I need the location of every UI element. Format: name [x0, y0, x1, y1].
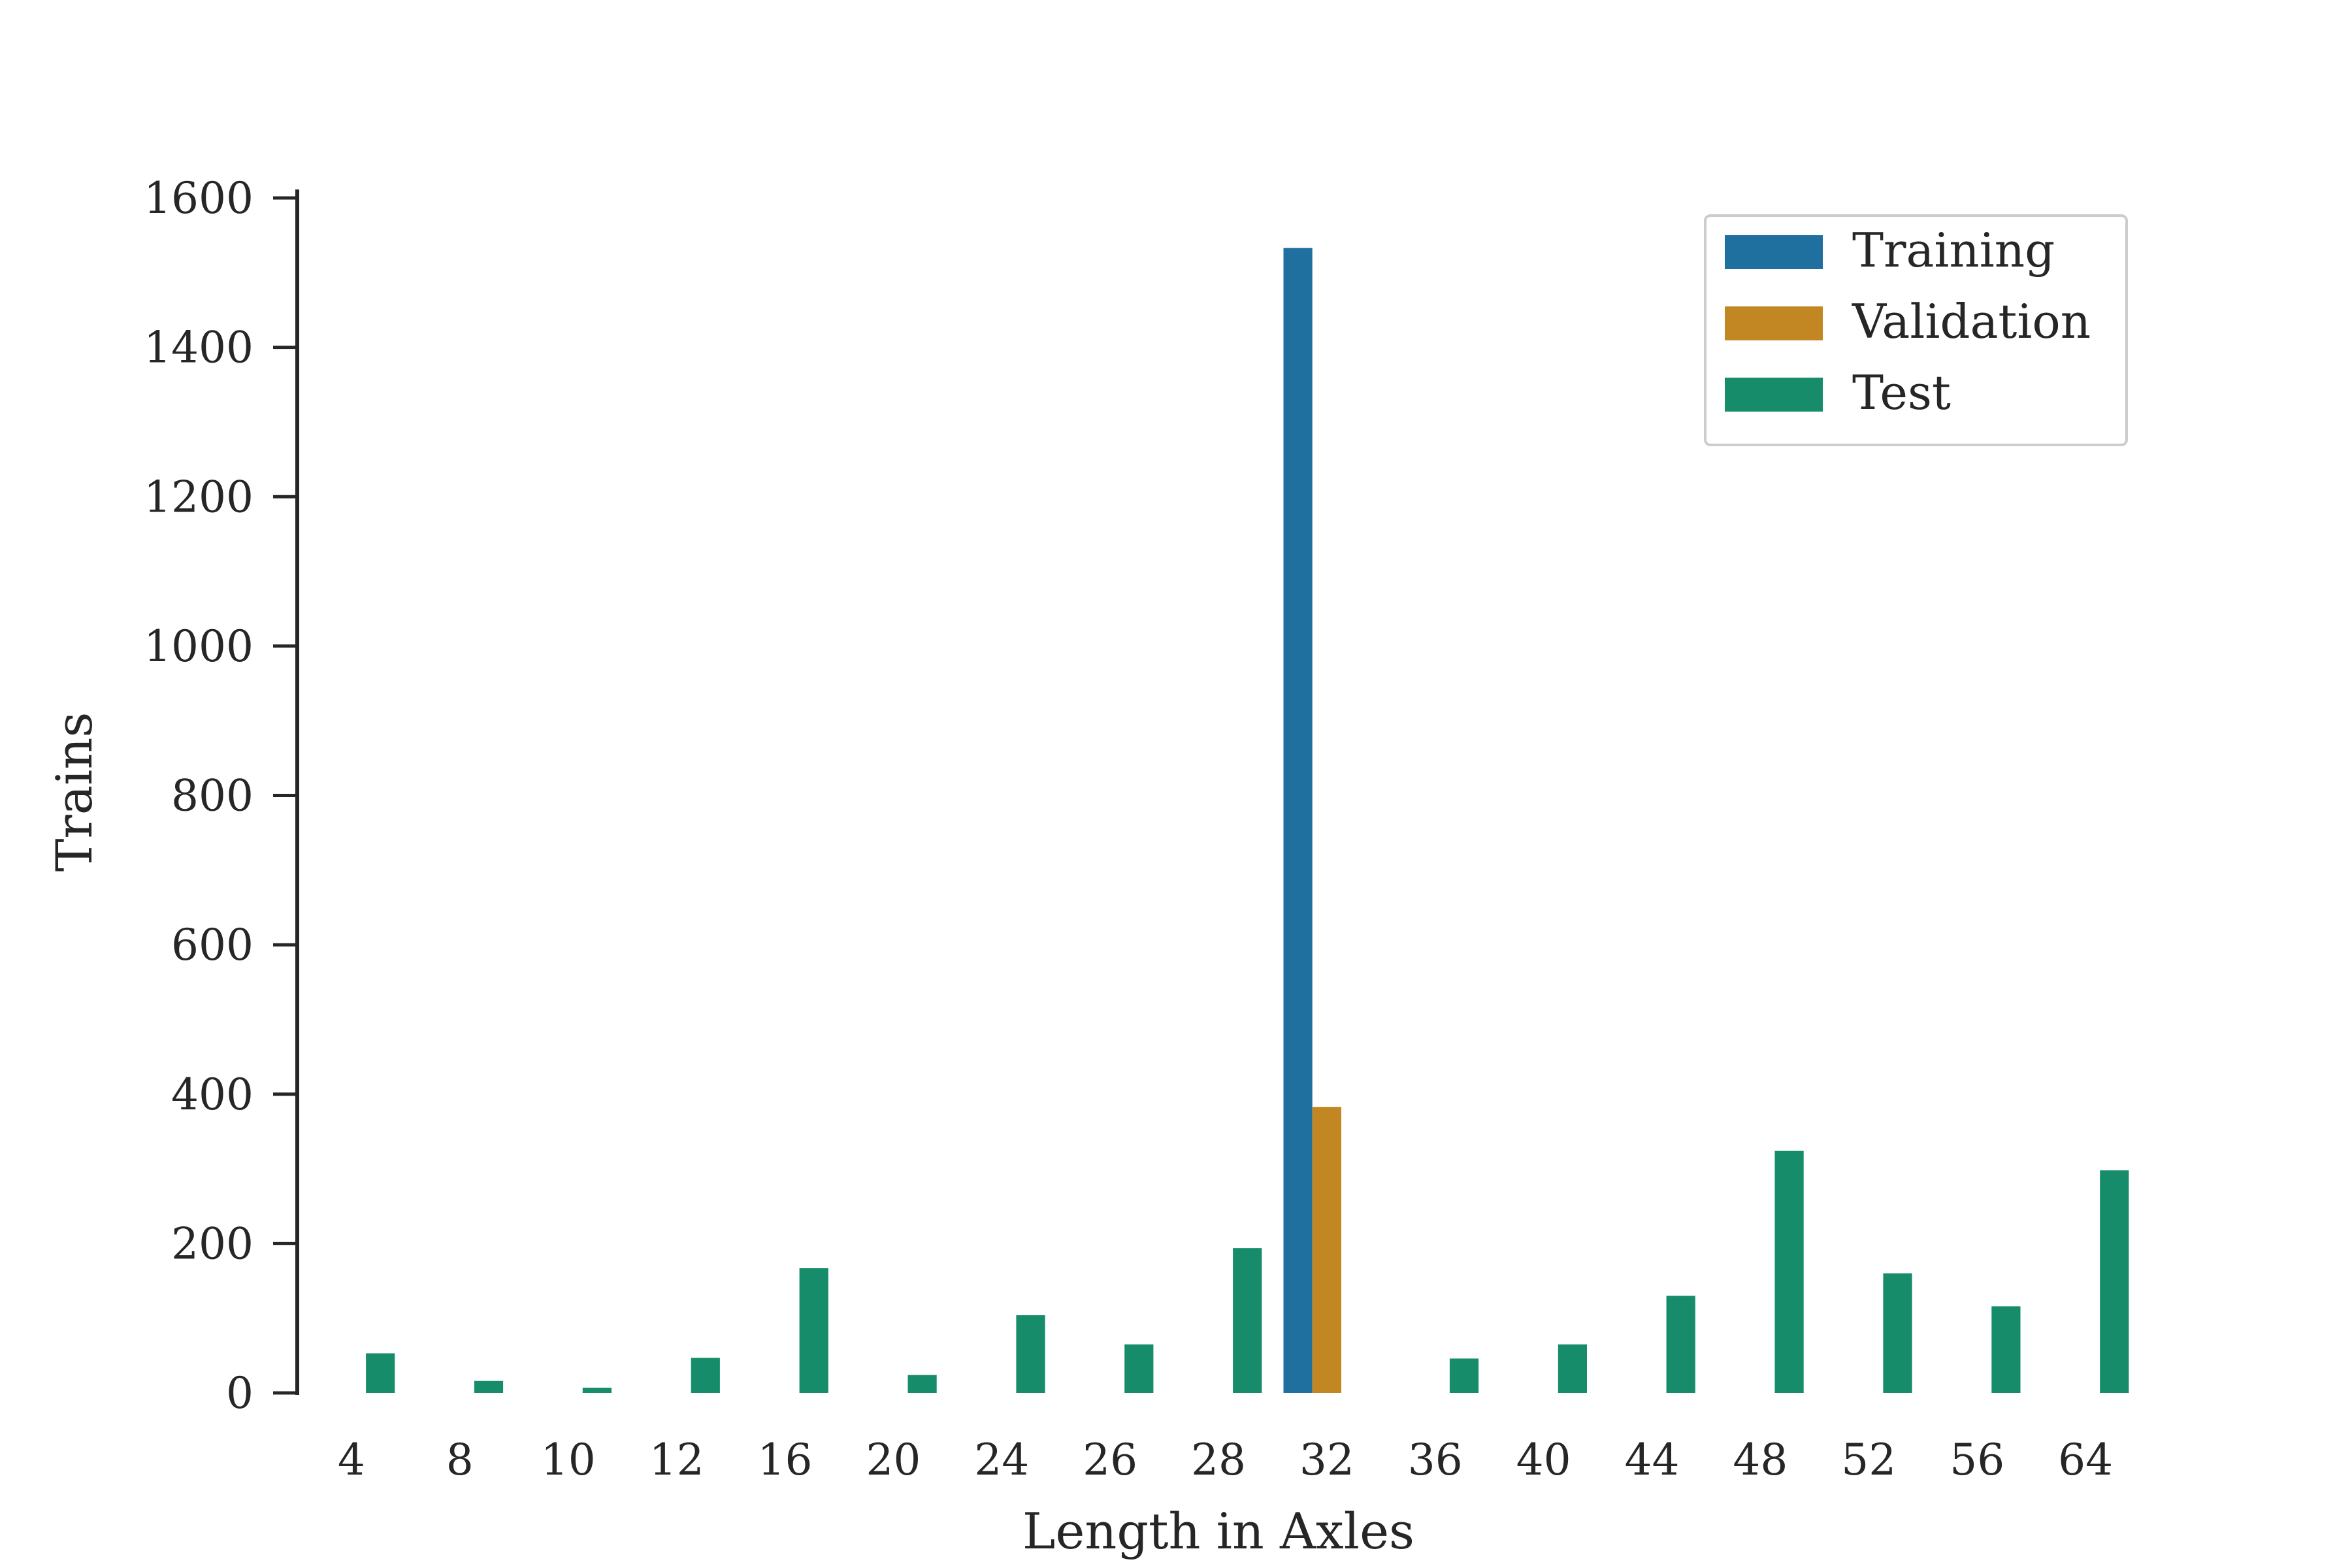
legend: Training Validation Test — [1704, 214, 2128, 446]
legend-label-validation: Validation — [1852, 294, 2091, 349]
x-tick-label: 48 — [1733, 1435, 1788, 1485]
x-tick-label: 26 — [1083, 1435, 1137, 1485]
x-tick-label: 44 — [1625, 1435, 1680, 1485]
bar-test-10 — [582, 1388, 612, 1393]
x-axis-title: Length in Axles — [1022, 1502, 1414, 1560]
y-tick-label: 1000 — [144, 621, 253, 672]
bar-test-26 — [1124, 1344, 1154, 1393]
y-tick-label: 800 — [171, 771, 253, 821]
y-tick-label: 1600 — [144, 173, 253, 223]
x-tick-label: 16 — [758, 1435, 813, 1485]
y-tick-label: 1400 — [144, 323, 253, 373]
bar-test-24 — [1016, 1315, 1045, 1393]
x-tick-label: 52 — [1841, 1435, 1896, 1485]
x-tick-label: 28 — [1191, 1435, 1246, 1485]
y-tick-label: 200 — [171, 1218, 253, 1269]
legend-swatch-test — [1725, 378, 1823, 412]
y-tick-label: 600 — [171, 920, 253, 970]
bar-test-48 — [1774, 1151, 1804, 1393]
legend-swatch-validation — [1725, 306, 1823, 340]
y-axis-ticks: 0 200 400 600 800 1000 1200 1400 1600 — [144, 173, 297, 1418]
y-tick-label: 0 — [226, 1368, 253, 1418]
x-tick-label: 4 — [338, 1435, 365, 1485]
bar-test-20 — [907, 1375, 937, 1393]
bar-test-12 — [691, 1358, 720, 1393]
bar-test-64 — [2100, 1170, 2129, 1393]
x-tick-label: 10 — [541, 1435, 596, 1485]
y-tick-label: 1200 — [144, 472, 253, 522]
x-tick-label: 40 — [1516, 1435, 1571, 1485]
bar-test-16 — [799, 1268, 828, 1393]
bar-test-8 — [474, 1380, 504, 1393]
x-axis-ticks: 4 8 10 12 16 20 24 26 28 32 36 40 44 48 52 56 64 — [338, 1435, 2113, 1485]
x-tick-label: 20 — [866, 1435, 921, 1485]
bar-test-56 — [1991, 1306, 2021, 1393]
bars-layer — [366, 248, 2129, 1394]
x-tick-label: 24 — [974, 1435, 1029, 1485]
x-tick-label: 8 — [446, 1435, 474, 1485]
bar-test-28 — [1233, 1248, 1262, 1393]
legend-label-test: Test — [1852, 365, 1951, 420]
bar-validation-32 — [1312, 1107, 1341, 1393]
x-tick-label: 56 — [1950, 1435, 2004, 1485]
x-tick-label: 36 — [1408, 1435, 1463, 1485]
bar-training-32 — [1283, 248, 1313, 1394]
x-tick-label: 32 — [1299, 1435, 1354, 1485]
bar-test-36 — [1449, 1358, 1479, 1393]
bar-test-44 — [1666, 1296, 1695, 1393]
legend-swatch-training — [1725, 235, 1823, 269]
x-tick-label: 64 — [2058, 1435, 2113, 1485]
bar-test-52 — [1883, 1273, 1912, 1393]
x-tick-label: 12 — [649, 1435, 704, 1485]
y-axis-title: Trains — [45, 712, 103, 872]
legend-label-training: Training — [1852, 223, 2055, 278]
bar-test-4 — [366, 1353, 395, 1393]
bar-test-40 — [1558, 1344, 1587, 1393]
y-tick-label: 400 — [171, 1070, 253, 1120]
